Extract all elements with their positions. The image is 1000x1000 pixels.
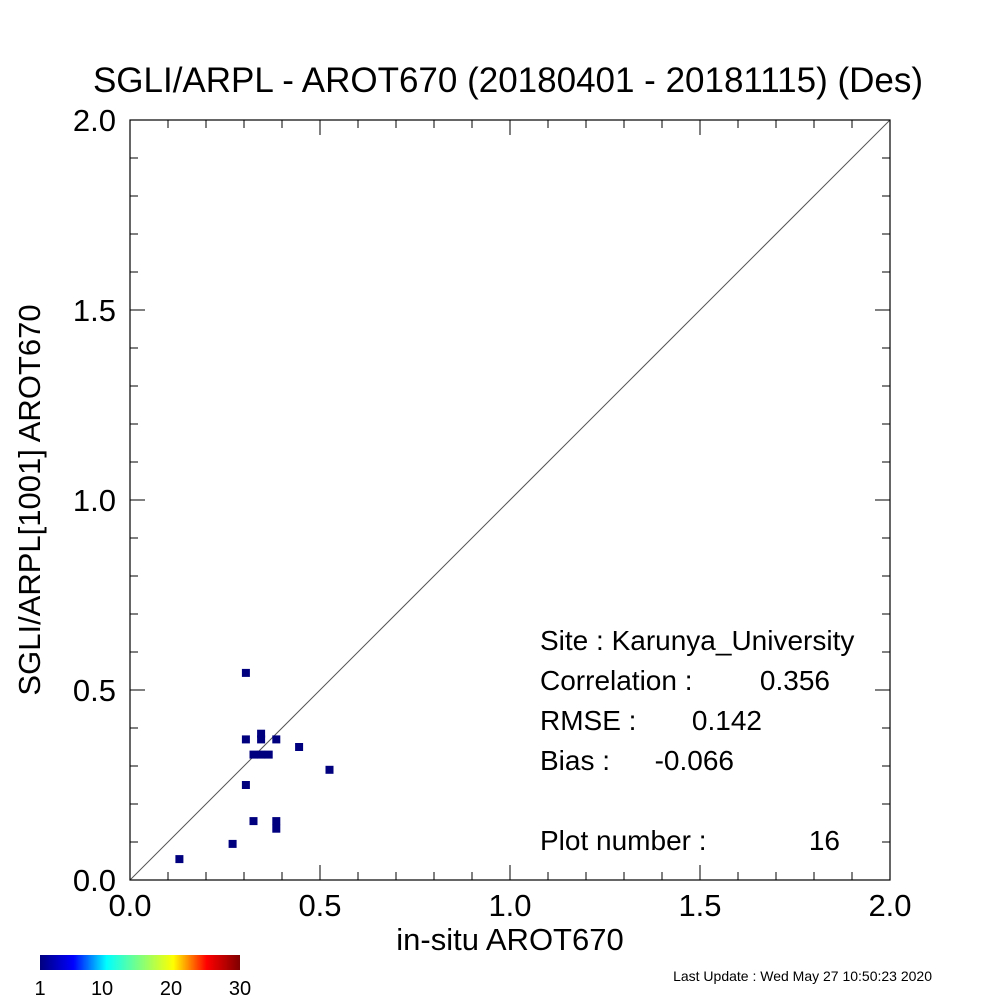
data-point <box>264 750 273 759</box>
data-point <box>325 765 334 774</box>
colorbar: 1 10 20 30 <box>34 955 251 1000</box>
chart-title: SGLI/ARPL - AROT670 (20180401 - 20181115… <box>93 61 923 100</box>
data-point <box>272 817 281 826</box>
data-point <box>272 824 281 833</box>
stats-panel: Site : Karunya_University Correlation : 0.… <box>540 625 854 856</box>
y-tick-label: 2.0 <box>73 103 116 138</box>
y-axis-label: SGLI/ARPL[1001] AROT670 <box>12 304 47 695</box>
axis-ticks: 0.0 0.5 1.0 1.5 2.0 0.0 0.5 1.0 1.5 2.0 <box>73 103 912 923</box>
data-point <box>249 817 258 826</box>
stat-rmse-label: RMSE : <box>540 705 636 736</box>
stat-bias-value: -0.066 <box>655 745 734 776</box>
x-tick-label: 0.5 <box>298 888 341 923</box>
data-point <box>241 668 250 677</box>
y-tick-label: 1.0 <box>73 483 116 518</box>
colorbar-tick-label: 20 <box>160 978 182 1000</box>
colorbar-tick-label: 10 <box>91 978 113 1000</box>
data-point <box>257 729 266 738</box>
data-point <box>249 750 258 759</box>
x-tick-label: 1.5 <box>678 888 721 923</box>
stat-correlation-value: 0.356 <box>760 665 830 696</box>
data-point <box>257 735 266 744</box>
data-point <box>228 839 237 848</box>
data-point <box>175 855 184 864</box>
y-tick-label: 1.5 <box>73 293 116 328</box>
y-tick-label: 0.0 <box>73 863 116 898</box>
data-point <box>241 781 250 789</box>
y-tick-label: 0.5 <box>73 673 116 708</box>
colorbar-tick-label: 30 <box>229 978 251 1000</box>
data-points <box>175 668 334 864</box>
x-axis-label: in-situ AROT670 <box>396 922 623 957</box>
x-tick-label: 1.0 <box>488 888 531 923</box>
data-point <box>241 735 250 744</box>
x-tick-label: 2.0 <box>868 888 911 923</box>
data-point <box>295 743 304 751</box>
data-point <box>257 750 266 759</box>
plot-area <box>129 119 891 881</box>
colorbar-gradient <box>40 955 240 970</box>
stat-correlation-label: Correlation : <box>540 665 693 696</box>
stat-rmse-value: 0.142 <box>692 705 762 736</box>
stat-bias-label: Bias : <box>540 745 610 776</box>
stat-site-label: Site : Karunya_University <box>540 625 854 656</box>
data-point <box>272 735 281 744</box>
stat-plot-number-label: Plot number : <box>540 825 707 856</box>
stat-plot-number-value: 16 <box>809 825 840 856</box>
x-tick-label: 0.0 <box>108 888 151 923</box>
colorbar-tick-label: 1 <box>34 978 45 1000</box>
one-to-one-line <box>129 119 891 881</box>
last-update-text: Last Update : Wed May 27 10:50:23 2020 <box>673 968 932 984</box>
